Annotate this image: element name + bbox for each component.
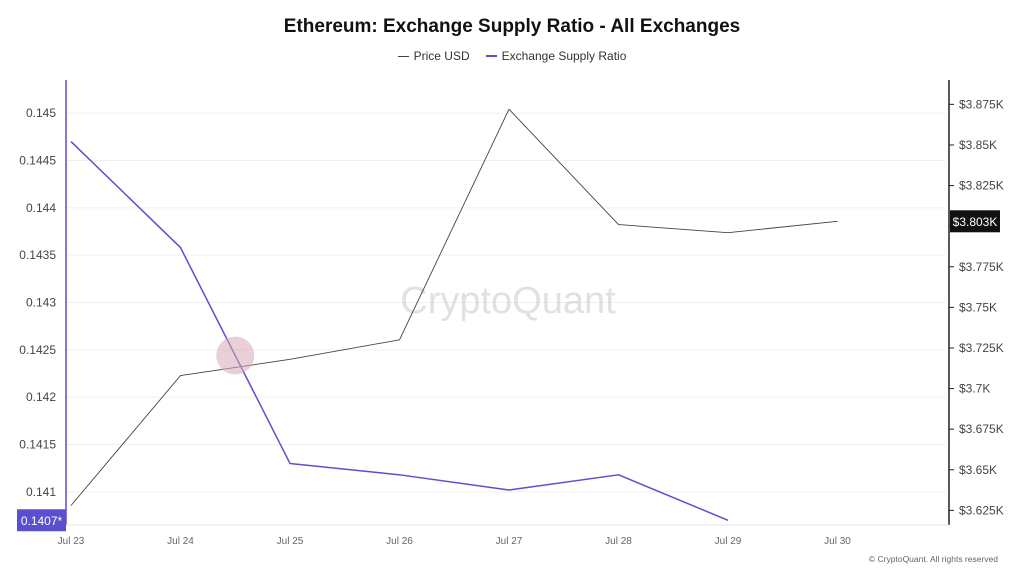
right-axis-tick-label: $3.825K (959, 179, 1004, 193)
watermark-text: CryptoQuant (400, 280, 616, 322)
current-supply-ratio-label: 0.1407* (21, 514, 63, 528)
left-axis-tick-label: 0.142 (26, 390, 56, 404)
exchange-supply-ratio-line[interactable] (70, 141, 729, 521)
left-axis-tick-label: 0.145 (26, 106, 56, 120)
left-axis-tick-label: 0.144 (26, 201, 56, 215)
chart-legend: Price USD Exchange Supply Ratio (0, 49, 1024, 63)
legend-swatch-price (397, 55, 409, 57)
left-axis-tick-label: 0.143 (26, 296, 56, 310)
legend-item-supply-ratio[interactable]: Exchange Supply Ratio (485, 49, 627, 63)
right-axis-tick-label: $3.775K (959, 260, 1004, 274)
right-axis-tick-label: $3.85K (959, 138, 997, 152)
price-usd-line[interactable] (70, 108, 838, 506)
x-axis-tick-label: Jul 26 (386, 536, 413, 547)
current-price-badge (950, 210, 1000, 233)
x-axis-tick-label: Jul 25 (277, 536, 304, 547)
copyright-footer: © CryptoQuant. All rights reserved (868, 554, 998, 564)
legend-label-supply-ratio: Exchange Supply Ratio (501, 49, 627, 63)
left-axis-tick-label: 0.1435 (19, 248, 56, 262)
right-axis-tick-label: $3.625K (959, 503, 1004, 517)
legend-label-price: Price USD (413, 49, 470, 63)
right-axis-tick-label: $3.7K (959, 382, 990, 396)
legend-item-price[interactable]: Price USD (397, 49, 470, 63)
x-axis-tick-label: Jul 27 (496, 536, 523, 547)
x-axis-tick-label: Jul 23 (58, 536, 85, 547)
x-axis-tick-label: Jul 29 (715, 536, 742, 547)
right-axis-tick-label: $3.875K (959, 97, 1004, 111)
right-axis-tick-label: $3.725K (959, 341, 1004, 355)
x-axis-tick-label: Jul 24 (167, 536, 194, 547)
current-supply-ratio-badge (17, 509, 66, 532)
right-axis-tick-label: $3.675K (959, 422, 1004, 436)
chart-title: Ethereum: Exchange Supply Ratio - All Ex… (283, 16, 741, 37)
hover-marker (216, 336, 255, 375)
left-axis-tick-label: 0.141 (26, 485, 56, 499)
right-axis-tick-label: $3.65K (959, 463, 997, 477)
legend-swatch-supply-ratio (485, 55, 497, 57)
left-axis-tick-label: 0.1415 (19, 438, 56, 452)
left-axis-tick-label: 0.1445 (19, 153, 56, 167)
right-axis-tick-label: $3.75K (959, 300, 997, 314)
current-price-label: $3.803K (953, 215, 998, 229)
left-axis-tick-label: 0.1425 (19, 343, 56, 357)
x-axis-tick-label: Jul 30 (824, 536, 851, 547)
x-axis-tick-label: Jul 28 (605, 536, 632, 547)
